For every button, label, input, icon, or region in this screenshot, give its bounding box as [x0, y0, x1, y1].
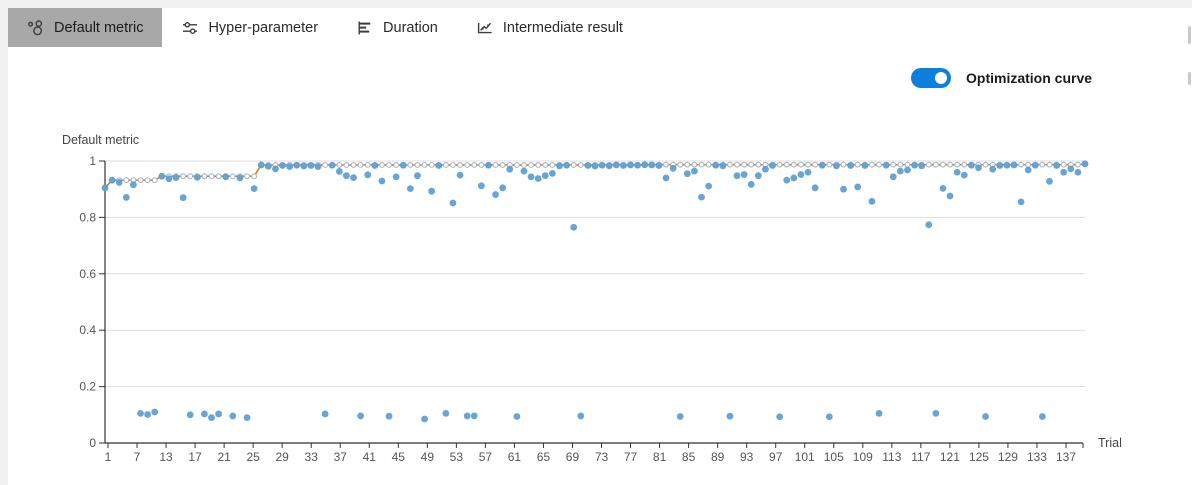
svg-text:97: 97: [769, 450, 783, 464]
svg-text:7: 7: [134, 450, 141, 464]
svg-text:69: 69: [566, 450, 580, 464]
svg-text:17: 17: [188, 450, 202, 464]
svg-text:0.6: 0.6: [79, 267, 96, 281]
sliders-icon: [181, 19, 199, 37]
tab-default-metric[interactable]: Default metric: [8, 8, 163, 47]
tab-label: Intermediate result: [502, 19, 623, 36]
tab-label: Hyper-parameter: [208, 19, 319, 36]
svg-text:29: 29: [276, 450, 290, 464]
svg-text:0: 0: [89, 436, 96, 450]
tab-intermediate-result[interactable]: Intermediate result: [457, 8, 642, 47]
svg-text:117: 117: [911, 450, 930, 464]
svg-text:1: 1: [89, 154, 96, 168]
svg-text:109: 109: [853, 450, 873, 464]
x-axis-title: Trial: [1098, 436, 1122, 450]
svg-text:33: 33: [305, 450, 319, 464]
svg-text:137: 137: [1056, 450, 1076, 464]
svg-text:113: 113: [882, 450, 901, 464]
svg-text:85: 85: [682, 450, 696, 464]
y-axis-title: Default metric: [62, 133, 139, 147]
svg-text:61: 61: [508, 450, 522, 464]
svg-text:125: 125: [969, 450, 989, 464]
x-axis: 1 7 13 17 21 25 29 33 37 41 45 49 53 57 61 65 69 73 77 81 85…: [105, 442, 1084, 464]
svg-text:73: 73: [595, 450, 609, 464]
svg-text:25: 25: [246, 450, 260, 464]
tab-bar: Default metric Hyper-parameter Duratio: [8, 8, 642, 47]
svg-text:129: 129: [998, 450, 1018, 464]
svg-text:37: 37: [334, 450, 348, 464]
scrollbar-thumb[interactable]: [1188, 72, 1191, 85]
y-axis: 0 0.2 0.4 0.6 0.8 1: [79, 154, 106, 450]
svg-text:13: 13: [159, 450, 173, 464]
svg-text:49: 49: [421, 450, 435, 464]
svg-text:0.4: 0.4: [79, 323, 96, 337]
svg-text:21: 21: [217, 450, 231, 464]
tab-label: Default metric: [54, 19, 144, 36]
scatter-bubbles-icon: [27, 19, 45, 37]
scatter-points: [101, 160, 1089, 423]
tab-hyper-parameter[interactable]: Hyper-parameter: [162, 8, 337, 47]
svg-text:65: 65: [537, 450, 551, 464]
svg-text:105: 105: [824, 450, 844, 464]
svg-text:45: 45: [392, 450, 406, 464]
svg-text:101: 101: [795, 450, 815, 464]
tab-duration[interactable]: Duration: [337, 8, 457, 47]
svg-text:93: 93: [740, 450, 754, 464]
default-metric-chart[interactable]: 00.20.40.60.811 7 13 17 21 25 29 33 37 41 45 49 53 57…: [8, 125, 1192, 485]
svg-text:77: 77: [624, 450, 638, 464]
optimization-curve-toggle[interactable]: [911, 68, 951, 88]
optimization-curve-toggle-label: Optimization curve: [966, 70, 1093, 86]
line-chart-icon: [476, 19, 494, 37]
scrollbar[interactable]: [1187, 16, 1192, 485]
horizontal-bars-icon: [356, 19, 374, 37]
svg-text:121: 121: [940, 450, 960, 464]
svg-text:57: 57: [479, 450, 493, 464]
gridlines: [105, 160, 1085, 388]
svg-text:89: 89: [711, 450, 725, 464]
svg-text:53: 53: [450, 450, 464, 464]
chart-titles: Default metric Trial: [62, 133, 1122, 450]
svg-text:0.2: 0.2: [79, 380, 96, 394]
svg-text:81: 81: [653, 450, 667, 464]
svg-text:133: 133: [1027, 450, 1047, 464]
scrollbar-thumb[interactable]: [1188, 26, 1191, 44]
svg-text:0.8: 0.8: [79, 210, 96, 224]
optimization-curve-control: Optimization curve: [911, 68, 1092, 88]
svg-text:41: 41: [363, 450, 377, 464]
toggle-knob: [935, 72, 947, 84]
tab-label: Duration: [383, 19, 438, 36]
content-panel: Default metric Hyper-parameter Duratio: [8, 8, 1192, 485]
svg-text:1: 1: [105, 450, 112, 464]
